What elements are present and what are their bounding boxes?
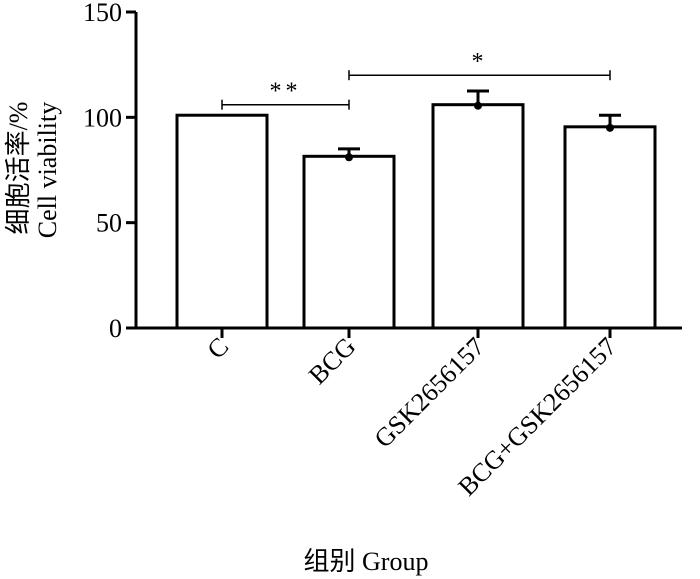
x-tick-label-BCG: BCG xyxy=(303,332,361,390)
mean-dot-2 xyxy=(474,101,482,110)
bar-BCG xyxy=(302,154,396,330)
x-axis-label: 组别 Group xyxy=(304,547,429,576)
sig-label-1: * xyxy=(472,49,488,75)
y-tick-label-100: 100 xyxy=(83,103,122,132)
y-axis-label-cn: 细胞活率/% xyxy=(4,102,33,235)
y-axis-label-en: Cell viability xyxy=(33,102,62,239)
sig-label-0: ** xyxy=(270,79,302,105)
bar-GSK2656157 xyxy=(431,103,525,330)
y-tick-label-50: 50 xyxy=(96,209,122,238)
mean-dot-3 xyxy=(606,123,614,132)
bar-BCG+GSK2656157 xyxy=(563,125,657,330)
error-bars-group xyxy=(338,89,621,162)
significance-group: *** xyxy=(221,49,611,110)
mean-dot-1 xyxy=(345,153,353,162)
bar-C xyxy=(175,113,269,330)
y-tick-label-150: 150 xyxy=(83,0,122,27)
x-tick-label-GSK2656157: GSK2656157 xyxy=(369,332,491,454)
y-tick-labels: 0 50 100 150 xyxy=(83,0,122,343)
bars-group xyxy=(175,103,657,330)
y-tick-label-0: 0 xyxy=(109,314,122,343)
x-tick-label-C: C xyxy=(201,332,234,365)
